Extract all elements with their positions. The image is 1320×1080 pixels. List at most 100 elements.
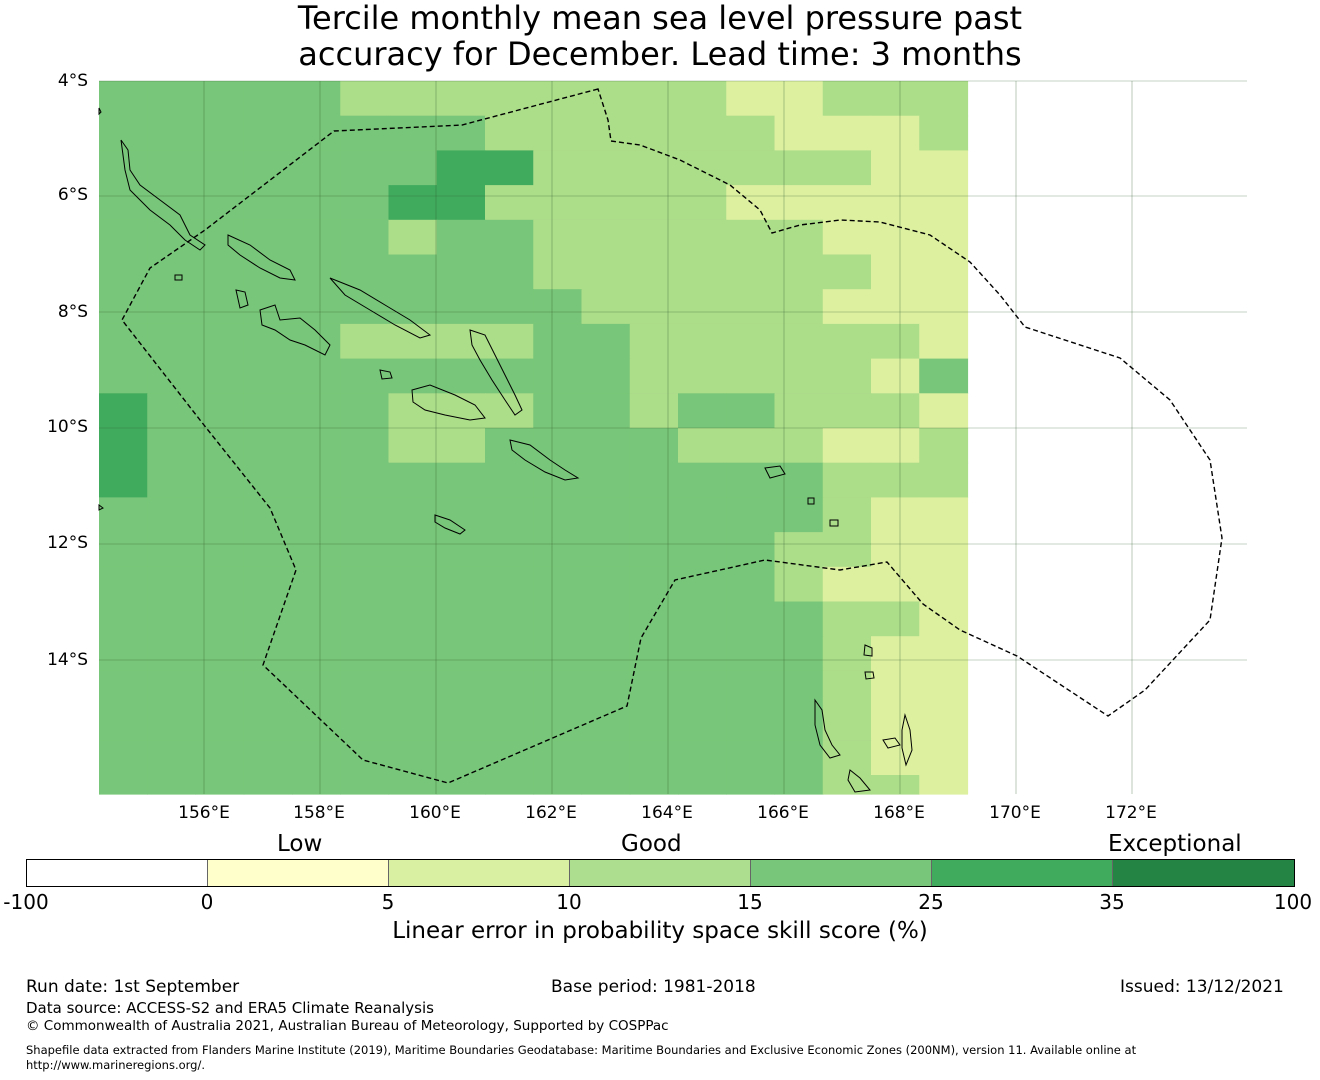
skill-cell [292, 219, 341, 256]
skill-cell [195, 219, 245, 256]
skill-cell [871, 566, 920, 603]
skill-cell [340, 775, 390, 795]
skill-cell [195, 150, 245, 186]
skill-cell [485, 705, 534, 741]
lat-label: 12°S [47, 533, 88, 553]
skill-cell [533, 115, 583, 151]
skill-cell [436, 254, 486, 290]
skill-cell [581, 289, 631, 325]
skill-cell [581, 219, 631, 256]
skill-cell [195, 289, 245, 325]
skill-cell [436, 393, 486, 429]
skill-cell [726, 740, 776, 776]
skill-cell [533, 185, 583, 221]
skill-cell [581, 115, 631, 151]
skill-cell [678, 705, 727, 741]
skill-cell [871, 393, 920, 429]
skill-cell [388, 740, 438, 776]
chart-title-line2: accuracy for December. Lead time: 3 mont… [298, 35, 1022, 73]
skill-cell [99, 428, 148, 464]
skill-cell [678, 740, 727, 776]
skill-cell [871, 81, 920, 117]
skill-cell [340, 115, 390, 151]
skill-cell [195, 358, 245, 394]
skill-cell [485, 185, 534, 221]
island-shape [411, 384, 486, 421]
skill-cell [485, 219, 534, 256]
skill-cell [629, 219, 679, 256]
skill-cell [919, 705, 969, 741]
skill-cell [340, 462, 390, 498]
skill-cell [678, 219, 727, 256]
skill-cell [822, 219, 872, 256]
skill-cell [388, 566, 438, 603]
skill-cell [533, 497, 583, 533]
skill-cell [147, 636, 197, 672]
skill-cell [919, 428, 969, 464]
skill-cell [340, 636, 390, 672]
skill-cell [726, 601, 776, 637]
skill-cell [533, 775, 583, 795]
skill-cell [99, 532, 148, 568]
skill-cell [581, 566, 631, 603]
base-period: Base period: 1981-2018 [551, 977, 756, 997]
skill-cell [99, 393, 148, 429]
skill-cell [195, 670, 245, 707]
skill-cell [919, 185, 969, 221]
skill-cell [388, 323, 438, 360]
skill-cell [774, 185, 824, 221]
skill-cell [581, 393, 631, 429]
skill-cell [292, 497, 341, 533]
skill-cell [629, 705, 679, 741]
skill-cell [292, 358, 341, 394]
skill-cell [340, 150, 390, 186]
skill-cell [99, 289, 148, 325]
skill-cell [292, 393, 341, 429]
skill-cell [485, 289, 534, 325]
skill-cell [774, 705, 824, 741]
skill-cell [436, 358, 486, 394]
skill-cell [243, 219, 293, 256]
skill-cell [292, 601, 341, 637]
lat-label: 4°S [57, 71, 88, 91]
skill-cell [678, 462, 727, 498]
lat-label: 10°S [47, 417, 88, 437]
category-label-low: Low [277, 831, 323, 857]
skill-cell [99, 705, 148, 741]
skill-cell [147, 705, 197, 741]
skill-cell [388, 775, 438, 795]
skill-cell [726, 254, 776, 290]
colorbar-segment [931, 859, 1113, 887]
skill-cell [581, 428, 631, 464]
skill-cell [147, 115, 197, 151]
skill-cell [243, 670, 293, 707]
skill-cell [871, 705, 920, 741]
lat-label: 8°S [57, 302, 88, 322]
skill-cell [292, 323, 341, 360]
skill-cell [340, 566, 390, 603]
skill-cell [388, 462, 438, 498]
skill-cell [871, 497, 920, 533]
skill-cell [822, 115, 872, 151]
skill-cell [822, 775, 872, 795]
skill-cell [388, 705, 438, 741]
skill-cell [678, 254, 727, 290]
skill-cell [485, 115, 534, 151]
skill-cell [726, 81, 776, 117]
colorbar-tick-label: -100 [3, 890, 49, 914]
skill-cell [629, 636, 679, 672]
skill-cell [388, 289, 438, 325]
skill-cell [774, 323, 824, 360]
lon-label: 170°E [989, 803, 1041, 823]
skill-cell [243, 497, 293, 533]
skill-cell [726, 775, 776, 795]
skill-cell [871, 289, 920, 325]
skill-cell [147, 566, 197, 603]
skill-cell [292, 254, 341, 290]
skill-cell [99, 670, 148, 707]
colorbar-tick-label: 100 [1273, 890, 1313, 914]
skill-cell [292, 428, 341, 464]
skill-cell [195, 566, 245, 603]
skill-cell [919, 566, 969, 603]
skill-cell [919, 497, 969, 533]
